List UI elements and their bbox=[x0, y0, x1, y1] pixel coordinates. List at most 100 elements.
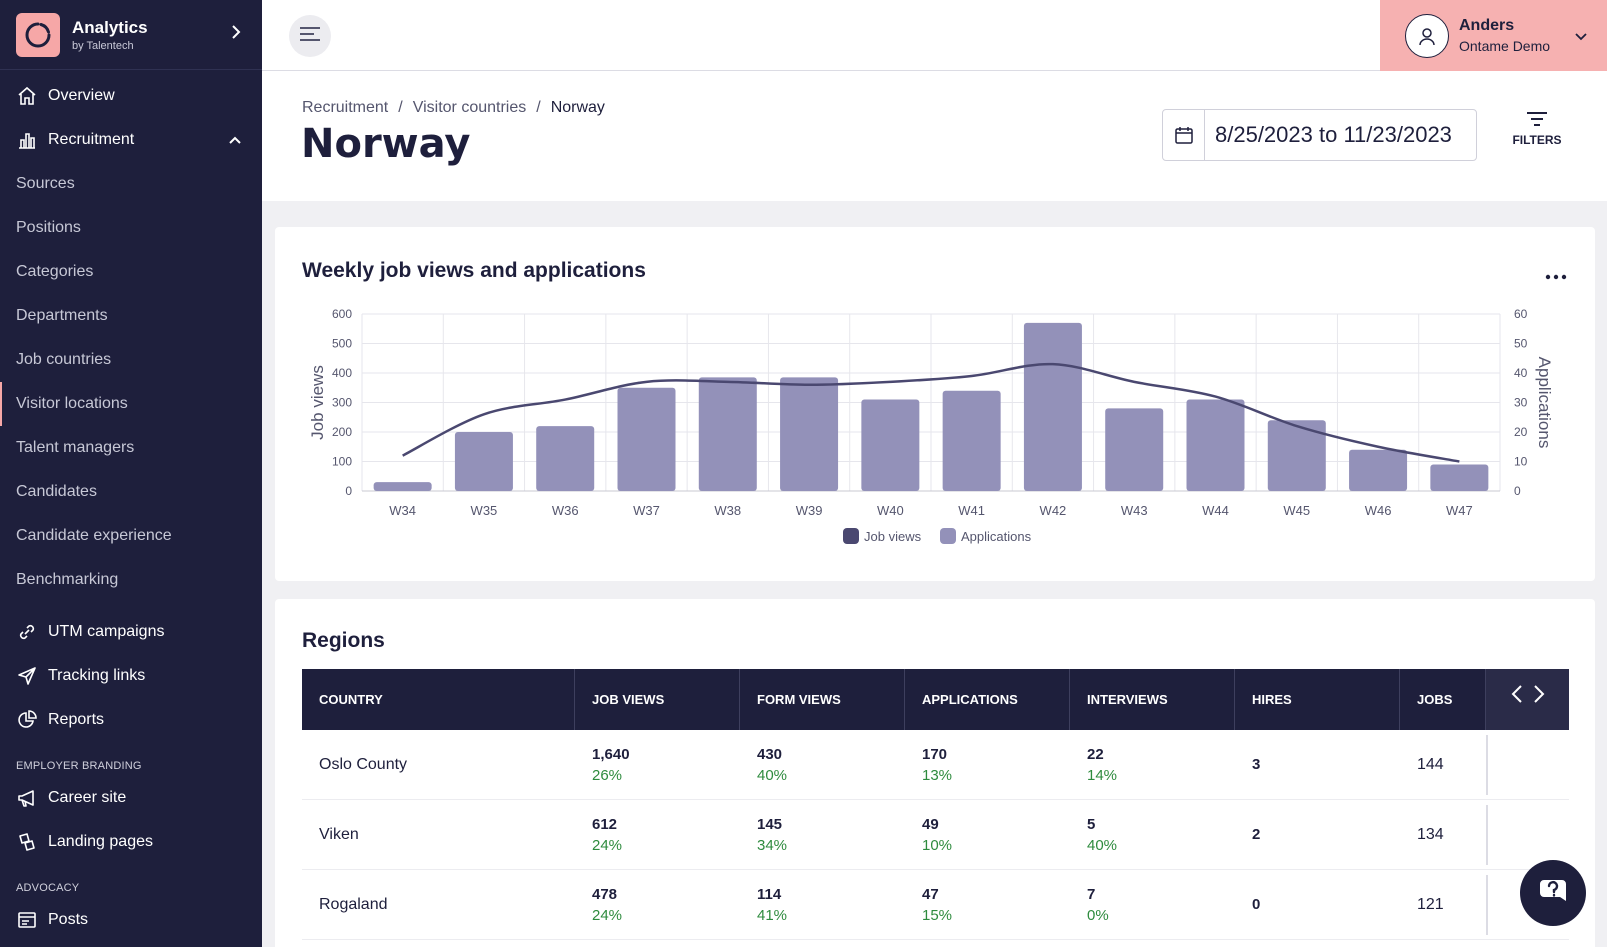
cell-interviews: 5 40% bbox=[1070, 816, 1235, 854]
bar-w42 bbox=[1023, 322, 1082, 491]
x-tick-label: W34 bbox=[389, 503, 416, 518]
cell-job-views: 612 24% bbox=[575, 816, 740, 854]
date-range-picker[interactable]: 8/25/2023 to 11/23/2023 bbox=[1162, 109, 1477, 161]
cell-percent: 13% bbox=[922, 766, 953, 784]
regions-title: Regions bbox=[302, 629, 385, 652]
sidebar-item-positions[interactable]: Positions bbox=[16, 219, 81, 236]
more-options-icon[interactable] bbox=[1545, 267, 1567, 285]
cell-value: 49 bbox=[922, 815, 939, 833]
table-scroll-controls bbox=[1486, 669, 1569, 730]
column-header-interviews[interactable]: INTERVIEWS bbox=[1070, 669, 1235, 730]
cell-value: 114 bbox=[757, 885, 782, 903]
bar-w35 bbox=[454, 432, 513, 491]
cell-percent: 40% bbox=[757, 766, 788, 784]
menu-toggle-button[interactable] bbox=[289, 15, 331, 57]
x-tick-label: W47 bbox=[1446, 503, 1473, 518]
table-header: COUNTRY JOB VIEWS FORM VIEWS APPLICATION… bbox=[302, 669, 1569, 730]
chevron-right-icon[interactable] bbox=[1533, 669, 1545, 730]
cell-value: 170 bbox=[922, 745, 948, 763]
filters-button[interactable]: FILTERS bbox=[1507, 111, 1567, 147]
table-row[interactable]: Viken 612 24% 145 34% 49 10% 5 40% 2 134 bbox=[302, 800, 1569, 870]
cell-applications: 49 10% bbox=[905, 816, 1070, 854]
cell-value: 430 bbox=[757, 745, 783, 763]
cell-form-views: 430 40% bbox=[740, 746, 905, 784]
column-header-hires[interactable]: HIRES bbox=[1235, 669, 1400, 730]
sidebar-item-candidates[interactable]: Candidates bbox=[16, 483, 97, 500]
user-org: Ontame Demo bbox=[1459, 38, 1551, 54]
breadcrumb-visitor-countries[interactable]: Visitor countries bbox=[412, 99, 527, 116]
post-icon bbox=[16, 909, 38, 931]
sidebar-item-categories[interactable]: Categories bbox=[16, 263, 94, 280]
sidebar-item-overview[interactable]: Overview bbox=[0, 74, 262, 118]
y2-tick-label: 10 bbox=[1514, 455, 1528, 469]
calendar-icon bbox=[1163, 110, 1205, 160]
bar-w36 bbox=[536, 426, 595, 491]
chevron-right-icon[interactable] bbox=[230, 24, 242, 45]
brand-subtitle: by Talentech bbox=[72, 39, 134, 52]
x-tick-label: W35 bbox=[471, 503, 498, 518]
table-row[interactable]: Rogaland 478 24% 114 41% 47 15% 7 0% 0 121 bbox=[302, 870, 1569, 940]
chevron-down-icon[interactable] bbox=[1575, 28, 1587, 46]
bar-w34 bbox=[373, 482, 432, 491]
filter-icon bbox=[1507, 111, 1567, 127]
chevron-left-icon[interactable] bbox=[1511, 669, 1523, 730]
cell-jobs: 134 bbox=[1417, 825, 1444, 843]
column-header-country[interactable]: COUNTRY bbox=[302, 669, 575, 730]
regions-card: Regions COUNTRY JOB VIEWS FORM VIEWS APP… bbox=[275, 599, 1595, 947]
column-header-applications[interactable]: APPLICATIONS bbox=[905, 669, 1070, 730]
cell-value: 7 bbox=[1087, 885, 1096, 903]
sidebar-item-career-site[interactable]: Career site bbox=[0, 776, 262, 820]
sidebar-item-recruitment[interactable]: Recruitment bbox=[0, 118, 262, 162]
sidebar-item-benchmarking[interactable]: Benchmarking bbox=[16, 571, 119, 588]
send-icon bbox=[16, 665, 38, 687]
sidebar-item-label: Recruitment bbox=[48, 131, 135, 148]
sidebar-item-utm-campaigns[interactable]: UTM campaigns bbox=[0, 610, 262, 654]
y-tick-label: 300 bbox=[332, 396, 352, 410]
cell-country: Rogaland bbox=[319, 895, 388, 913]
topbar: Anders Ontame Demo bbox=[262, 0, 1607, 71]
sidebar-item-job-countries[interactable]: Job countries bbox=[16, 351, 112, 368]
megaphone-icon bbox=[16, 787, 38, 809]
cell-interviews: 22 14% bbox=[1070, 746, 1235, 784]
column-header-jobs[interactable]: JOBS bbox=[1400, 669, 1486, 730]
cell-applications: 47 15% bbox=[905, 886, 1070, 924]
sidebar-item-posts[interactable]: Posts bbox=[0, 898, 262, 942]
column-header-job-views[interactable]: JOB VIEWS bbox=[575, 669, 740, 730]
y-tick-label: 0 bbox=[345, 484, 352, 498]
y2-tick-label: 50 bbox=[1514, 337, 1528, 351]
brand-header[interactable]: Analytics by Talentech bbox=[0, 0, 262, 70]
sidebar-item-tracking-links[interactable]: Tracking links bbox=[0, 654, 262, 698]
sidebar-item-candidate-experience[interactable]: Candidate experience bbox=[16, 527, 172, 544]
y-tick-label: 100 bbox=[332, 455, 352, 469]
sidebar-item-talent-managers[interactable]: Talent managers bbox=[16, 439, 135, 456]
sidebar-item-departments[interactable]: Departments bbox=[16, 307, 108, 324]
table-row[interactable]: Oslo County 1,640 26% 430 40% 170 13% 22 14% 3 144 bbox=[302, 730, 1569, 800]
cell-value: 3 bbox=[1252, 756, 1261, 773]
cell-value: 478 bbox=[592, 885, 618, 903]
breadcrumb-recruitment[interactable]: Recruitment bbox=[302, 99, 389, 116]
hamburger-icon bbox=[299, 26, 321, 47]
sidebar-item-reports[interactable]: Reports bbox=[0, 698, 262, 742]
section-label-advocacy: ADVOCACY bbox=[16, 882, 80, 894]
y-tick-label: 200 bbox=[332, 425, 352, 439]
y-tick-label: 600 bbox=[332, 307, 352, 321]
cell-value: 2 bbox=[1252, 826, 1261, 843]
pie-chart-icon bbox=[16, 709, 38, 731]
chevron-up-icon[interactable] bbox=[228, 132, 242, 150]
y2-tick-label: 60 bbox=[1514, 307, 1528, 321]
y2-tick-label: 40 bbox=[1514, 366, 1528, 380]
column-header-form-views[interactable]: FORM VIEWS bbox=[740, 669, 905, 730]
sidebar-item-visitor-locations[interactable]: Visitor locations bbox=[0, 382, 262, 426]
legend-swatch-job-views bbox=[843, 528, 859, 544]
weekly-chart-card: Weekly job views and applications 0 100 20… bbox=[275, 227, 1595, 581]
sidebar-item-landing-pages[interactable]: Landing pages bbox=[0, 820, 262, 864]
y-tick-label: 500 bbox=[332, 337, 352, 351]
chat-button[interactable] bbox=[1520, 860, 1586, 926]
bar-w39 bbox=[780, 377, 839, 491]
sidebar-item-sources[interactable]: Sources bbox=[16, 175, 75, 192]
user-menu[interactable]: Anders Ontame Demo bbox=[1380, 0, 1607, 71]
cell-value: 0 bbox=[1252, 896, 1261, 913]
cell-form-views: 114 41% bbox=[740, 886, 905, 924]
legend-label-job-views: Job views bbox=[864, 529, 922, 544]
x-tick-label: W44 bbox=[1202, 503, 1229, 518]
